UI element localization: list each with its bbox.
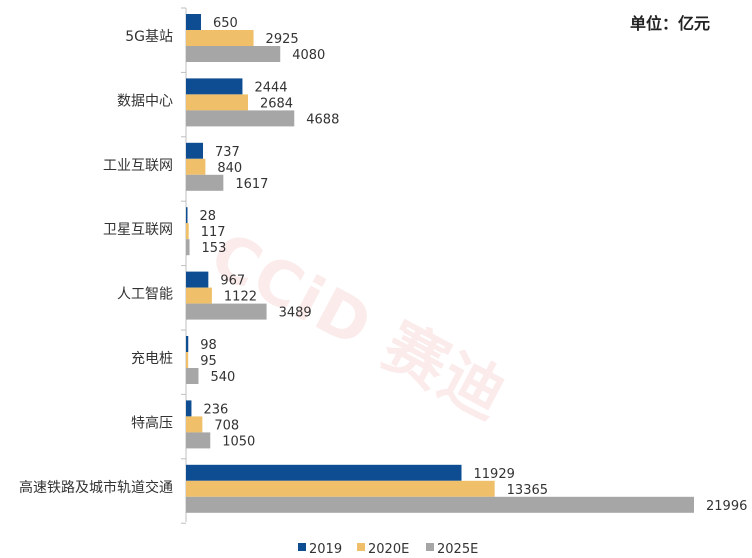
- bar-2020E: [186, 223, 189, 239]
- data-label: 21996: [706, 499, 747, 514]
- data-label: 95: [200, 354, 217, 369]
- bar-2019: [186, 143, 203, 159]
- bar-2025E: [186, 175, 223, 191]
- data-label: 153: [202, 241, 227, 256]
- bar-2020E: [186, 352, 188, 368]
- data-label: 236: [203, 402, 228, 417]
- data-label: 650: [213, 16, 238, 31]
- data-label: 11929: [474, 467, 515, 482]
- category-label: 特高压: [131, 414, 173, 431]
- data-label: 4080: [292, 48, 325, 63]
- bar-2019: [186, 336, 188, 352]
- data-label: 2684: [260, 96, 293, 111]
- bar-2019: [186, 272, 208, 288]
- category-label: 人工智能: [117, 287, 173, 303]
- legend-swatch-2020E: [357, 543, 365, 551]
- legend-label: 2025E: [437, 542, 478, 557]
- category-label: 充电桩: [131, 350, 173, 367]
- bar-2019: [186, 78, 242, 94]
- bar-2025E: [186, 432, 210, 448]
- data-label: 708: [214, 418, 239, 433]
- category-label: 高速铁路及城市轨道交通: [19, 479, 173, 496]
- bar-2020E: [186, 416, 202, 432]
- bar-2019: [186, 14, 201, 30]
- bar-2019: [186, 207, 188, 223]
- data-label: 13365: [507, 483, 548, 498]
- data-label: 2925: [266, 32, 299, 47]
- bar-2020E: [186, 159, 205, 175]
- data-label: 1617: [235, 177, 268, 192]
- data-label: 4688: [306, 112, 339, 127]
- data-label: 840: [217, 161, 242, 176]
- bar-2020E: [186, 30, 254, 46]
- data-label: 967: [220, 274, 245, 289]
- data-label: 2444: [254, 80, 287, 95]
- data-label: 28: [200, 209, 217, 224]
- bar-2025E: [186, 368, 198, 384]
- legend-label: 2019: [309, 542, 342, 557]
- bar-2020E: [186, 288, 212, 304]
- legend-swatch-2019: [298, 543, 306, 551]
- category-label: 工业互联网: [103, 158, 173, 174]
- data-label: 1122: [224, 290, 257, 305]
- category-label: 卫星互联网: [103, 222, 173, 238]
- bar-2019: [186, 465, 462, 481]
- data-label: 98: [200, 338, 217, 353]
- data-label: 3489: [279, 306, 312, 321]
- data-label: 117: [201, 225, 226, 240]
- bar-2020E: [186, 481, 495, 497]
- legend-label: 2020E: [368, 542, 409, 557]
- data-label: 1050: [222, 434, 255, 449]
- category-label: 数据中心: [117, 93, 173, 109]
- bar-2025E: [186, 497, 694, 513]
- bar-2025E: [186, 239, 190, 255]
- data-label: 540: [210, 370, 235, 385]
- bar-2025E: [186, 304, 267, 320]
- bar-2020E: [186, 94, 248, 110]
- data-label: 737: [215, 145, 240, 160]
- legend-swatch-2025E: [426, 543, 434, 551]
- category-label: 5G基站: [125, 28, 173, 45]
- bar-2025E: [186, 110, 294, 126]
- bar-2025E: [186, 46, 280, 62]
- bar-2019: [186, 400, 191, 416]
